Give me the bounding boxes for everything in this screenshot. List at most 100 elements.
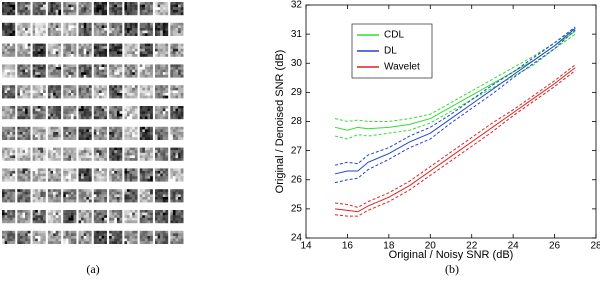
patch-pixel <box>79 241 82 244</box>
patch-pixel <box>79 213 82 216</box>
patch-pixel <box>158 85 161 88</box>
patch-pixel <box>140 233 143 236</box>
patch-pixel <box>170 215 173 218</box>
patch-pixel <box>20 88 23 91</box>
patch-pixel <box>84 194 87 197</box>
patch-pixel <box>51 33 54 36</box>
patch-pixel <box>176 239 179 242</box>
patch-pixel <box>158 210 161 213</box>
patch-pixel <box>181 171 184 174</box>
patch-pixel <box>181 72 184 75</box>
patch-pixel <box>165 31 168 34</box>
patch-pixel <box>96 158 99 161</box>
patch-pixel <box>56 90 59 93</box>
patch-pixel <box>17 137 20 140</box>
patch-pixel <box>112 231 115 234</box>
patch-pixel <box>142 90 145 93</box>
patch-pixel <box>68 127 71 130</box>
patch-pixel <box>173 132 176 135</box>
patch-pixel <box>127 213 130 216</box>
patch-pixel <box>40 44 43 47</box>
patch-pixel <box>163 150 166 153</box>
patch-pixel <box>124 192 127 195</box>
patch-pixel <box>176 220 179 223</box>
patch-pixel <box>99 176 102 179</box>
patch-pixel <box>17 220 20 223</box>
patch-pixel <box>165 135 168 138</box>
patch-pixel <box>5 25 8 28</box>
patch-pixel <box>158 90 161 93</box>
patch-pixel <box>40 67 43 70</box>
patch-pixel <box>81 233 84 236</box>
patch-pixel <box>2 194 5 197</box>
patch-pixel <box>35 189 38 192</box>
patch-pixel <box>178 64 181 67</box>
patch-pixel <box>58 28 61 31</box>
patch-pixel <box>43 70 46 73</box>
patch-pixel <box>165 239 168 242</box>
patch-pixel <box>89 132 92 135</box>
patch-pixel <box>140 12 143 15</box>
patch-pixel <box>17 215 20 218</box>
patch-pixel <box>173 135 176 138</box>
patch-pixel <box>158 64 161 67</box>
patch-pixel <box>5 51 8 54</box>
patch-pixel <box>96 176 99 179</box>
patch-pixel <box>38 135 41 138</box>
patch-pixel <box>150 111 153 114</box>
patch-pixel <box>81 236 84 239</box>
patch-pixel <box>104 127 107 130</box>
patch-pixel <box>117 239 120 242</box>
patch-pixel <box>33 67 36 70</box>
patch-pixel <box>33 135 36 138</box>
patch-pixel <box>132 155 135 158</box>
patch-pixel <box>117 158 120 161</box>
patch-pixel <box>53 88 56 91</box>
patch-pixel <box>173 10 176 13</box>
patch-pixel <box>120 135 123 138</box>
patch-pixel <box>104 5 107 8</box>
patch-pixel <box>104 111 107 114</box>
patch-pixel <box>86 64 89 67</box>
patch-pixel <box>81 111 84 114</box>
patch-pixel <box>10 46 13 49</box>
patch-pixel <box>140 220 143 223</box>
patch-pixel <box>84 75 87 78</box>
patch-pixel <box>5 215 8 218</box>
patch-pixel <box>66 129 69 132</box>
patch-pixel <box>170 241 173 244</box>
patch-pixel <box>148 23 151 26</box>
patch-pixel <box>155 7 158 10</box>
patch-pixel <box>38 137 41 140</box>
patch-pixel <box>178 231 181 234</box>
patch-pixel <box>163 218 166 221</box>
patch-pixel <box>84 2 87 5</box>
patch-pixel <box>48 171 51 174</box>
patch-pixel <box>127 90 130 93</box>
patch-pixel <box>48 197 51 200</box>
patch-pixel <box>163 70 166 73</box>
patch-pixel <box>109 12 112 15</box>
patch-pixel <box>148 218 151 221</box>
patch-pixel <box>145 10 148 13</box>
patch-pixel <box>124 88 127 91</box>
patch-pixel <box>170 114 173 117</box>
patch-pixel <box>173 210 176 213</box>
patch-pixel <box>81 70 84 73</box>
patch-pixel <box>158 111 161 114</box>
patch-pixel <box>160 111 163 114</box>
patch-pixel <box>142 23 145 26</box>
patch-pixel <box>66 31 69 34</box>
patch-pixel <box>81 90 84 93</box>
patch-pixel <box>33 54 36 57</box>
patch-pixel <box>35 179 38 182</box>
patch-pixel <box>120 96 123 99</box>
patch-pixel <box>155 10 158 13</box>
patch-pixel <box>99 96 102 99</box>
panel-label: (a) <box>86 262 99 276</box>
patch-pixel <box>102 129 105 132</box>
patch-pixel <box>12 31 15 34</box>
patch-pixel <box>10 179 13 182</box>
patch-pixel <box>89 189 92 192</box>
patch-pixel <box>43 5 46 8</box>
